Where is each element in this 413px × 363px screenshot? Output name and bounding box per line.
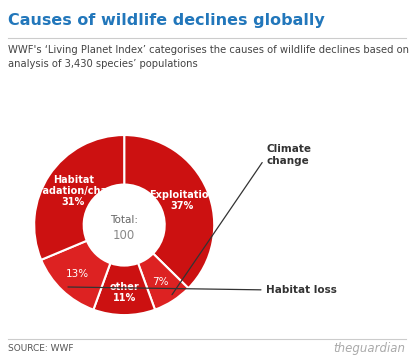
Text: 7%: 7% xyxy=(152,277,169,287)
Text: Causes of wildlife declines globally: Causes of wildlife declines globally xyxy=(8,13,324,28)
Text: Total:: Total: xyxy=(110,215,138,225)
Wedge shape xyxy=(138,253,188,310)
Wedge shape xyxy=(124,135,214,288)
Wedge shape xyxy=(93,263,154,315)
Wedge shape xyxy=(41,241,110,310)
Text: Habitat loss: Habitat loss xyxy=(266,285,337,295)
Text: 13%: 13% xyxy=(66,269,89,279)
Text: theguardian: theguardian xyxy=(333,342,405,355)
Wedge shape xyxy=(34,135,124,260)
Text: Climate
change: Climate change xyxy=(266,144,311,166)
Text: Habitat
degradation/change
31%: Habitat degradation/change 31% xyxy=(18,175,128,207)
Text: WWF's ‘Living Planet Index’ categorises the causes of wildlife declines based on: WWF's ‘Living Planet Index’ categorises … xyxy=(8,45,408,69)
Text: SOURCE: WWF: SOURCE: WWF xyxy=(8,344,74,353)
Text: 100: 100 xyxy=(113,229,135,242)
Text: other
11%: other 11% xyxy=(109,282,139,303)
Text: Exploitation
37%: Exploitation 37% xyxy=(149,190,215,211)
